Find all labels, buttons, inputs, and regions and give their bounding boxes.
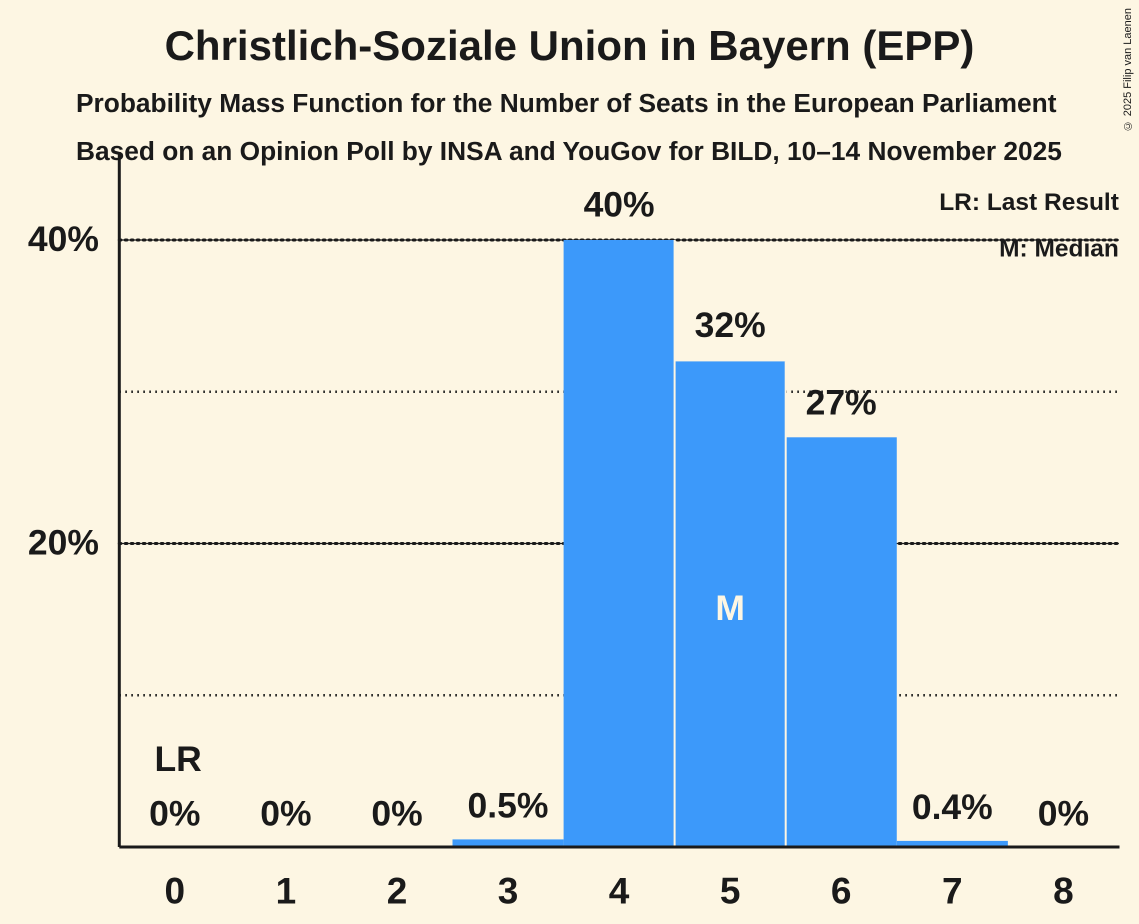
svg-text:0%: 0% <box>260 794 311 834</box>
svg-text:40%: 40% <box>584 185 655 225</box>
svg-text:6: 6 <box>831 871 852 912</box>
svg-text:5: 5 <box>720 871 741 912</box>
svg-text:0.4%: 0.4% <box>912 787 993 827</box>
svg-text:8: 8 <box>1053 871 1074 912</box>
svg-text:32%: 32% <box>695 305 766 345</box>
svg-text:40%: 40% <box>28 219 99 259</box>
svg-text:27%: 27% <box>806 383 877 423</box>
svg-text:M: Median: M: Median <box>999 236 1119 263</box>
svg-text:0%: 0% <box>149 794 200 834</box>
svg-text:2: 2 <box>387 871 408 912</box>
svg-text:7: 7 <box>942 871 963 912</box>
svg-text:0.5%: 0.5% <box>468 786 549 826</box>
svg-text:20%: 20% <box>28 523 99 563</box>
svg-text:4: 4 <box>609 871 630 912</box>
svg-text:0%: 0% <box>371 794 422 834</box>
svg-text:0: 0 <box>165 871 186 912</box>
svg-text:3: 3 <box>498 871 519 912</box>
svg-text:0%: 0% <box>1038 794 1089 834</box>
svg-text:1: 1 <box>276 871 297 912</box>
svg-text:M: M <box>715 588 745 628</box>
svg-text:LR: LR <box>155 739 202 779</box>
svg-text:LR: Last Result: LR: Last Result <box>939 189 1119 216</box>
